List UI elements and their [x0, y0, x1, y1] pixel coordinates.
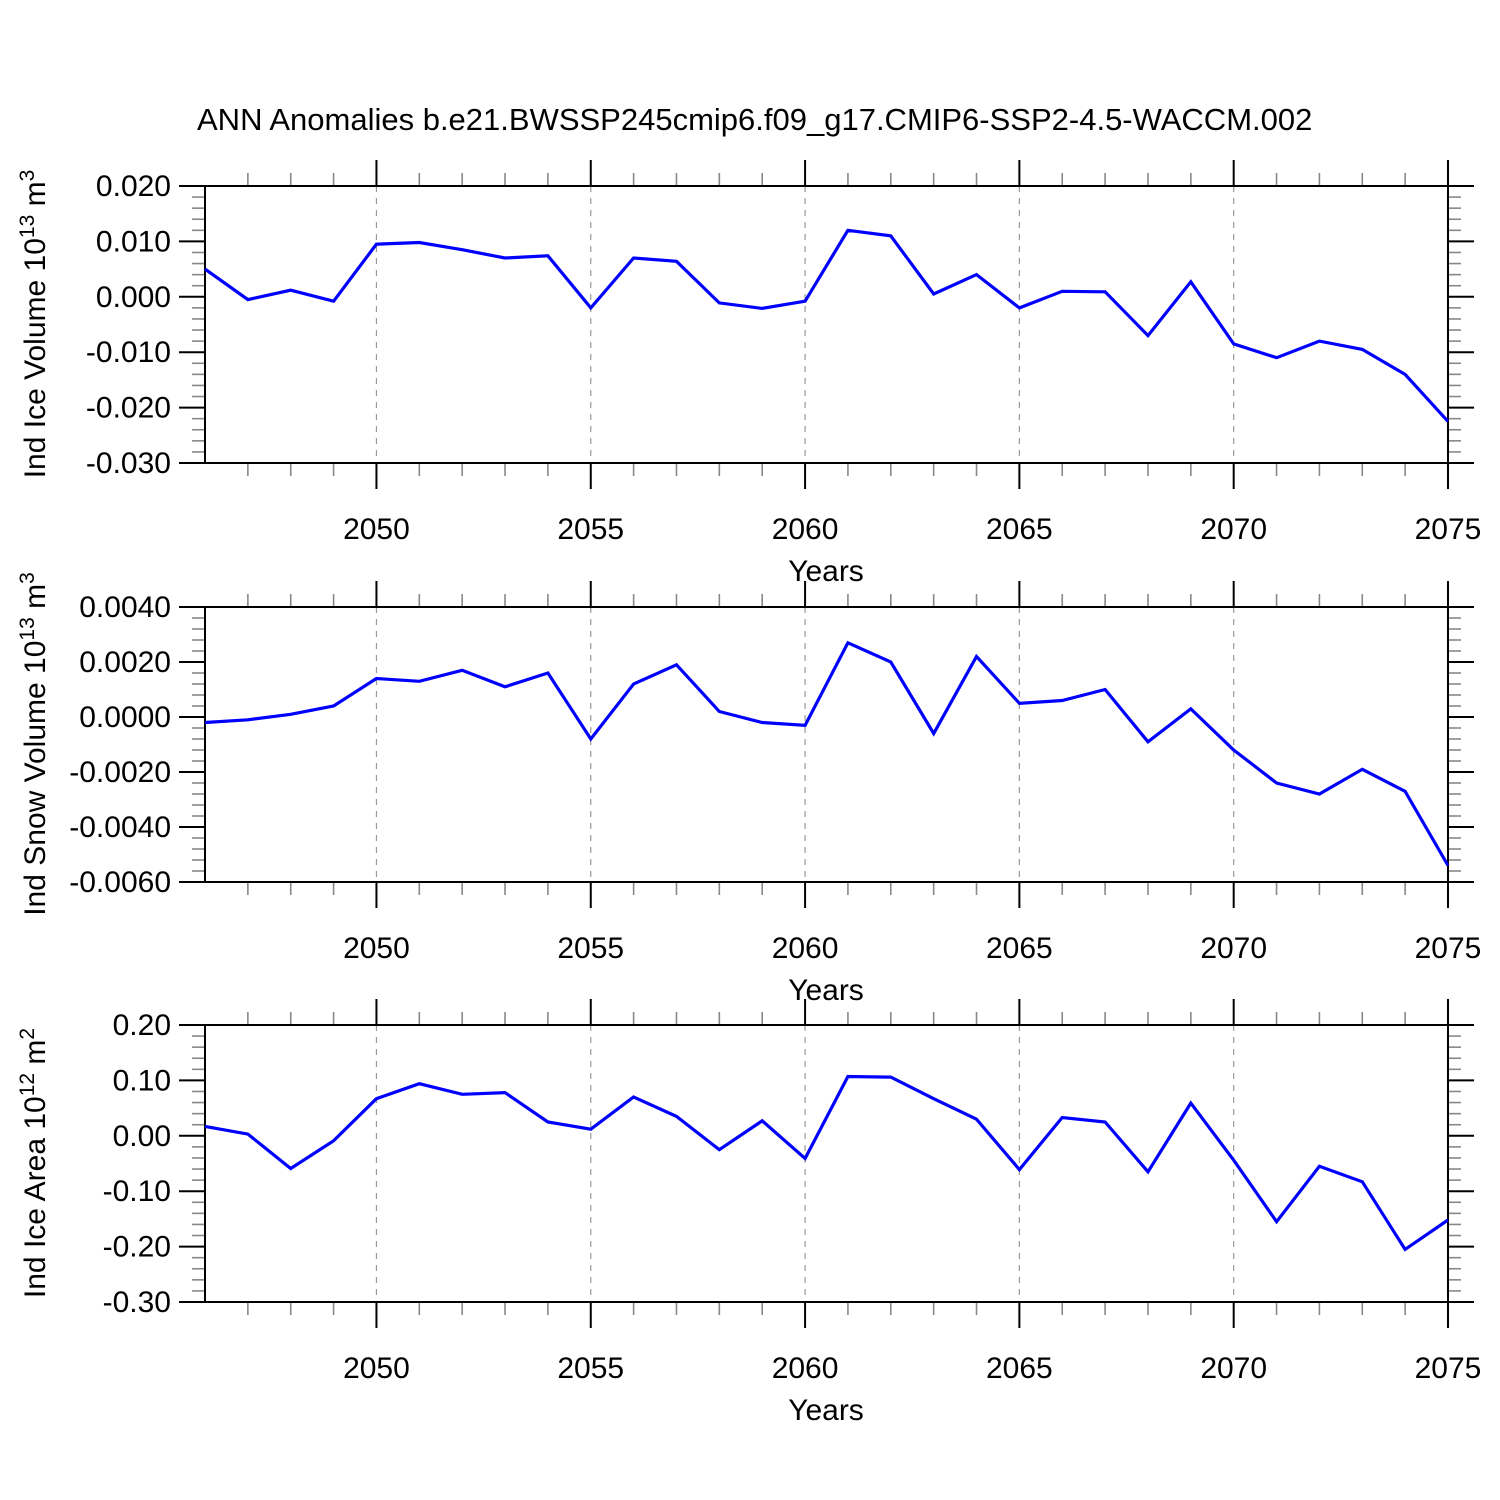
x-tick-label: 2075	[1415, 1352, 1482, 1385]
y-axis-title-unit-exponent: 2	[16, 1027, 39, 1040]
x-tick-label: 2060	[772, 513, 839, 546]
y-tick-label: 0.10	[113, 1064, 171, 1097]
plot-box	[204, 606, 1449, 883]
x-tick-label: 2050	[343, 1352, 410, 1385]
x-tick-label: 2070	[1200, 513, 1267, 546]
y-axis-title-unit: m	[19, 1039, 52, 1073]
y-tick-label: -0.020	[86, 392, 171, 425]
x-axis-title-chart1: Years	[788, 555, 864, 588]
x-tick-label: 2060	[772, 932, 839, 965]
x-tick-label: 2065	[986, 932, 1053, 965]
y-tick-label: 0.010	[96, 225, 171, 258]
y-axis-title-text: Ind Ice Area 10	[19, 1096, 52, 1299]
y-axis-title-unit: m	[19, 583, 52, 618]
x-tick-label: 2050	[343, 932, 410, 965]
y-axis-title-unit: m	[19, 181, 52, 215]
x-tick-label: 2065	[986, 1352, 1053, 1385]
x-axis-title-chart3: Years	[788, 1394, 864, 1427]
x-tick-label: 2065	[986, 513, 1053, 546]
x-tick-label: 2055	[557, 932, 624, 965]
ind-snow-volume-data-line	[204, 640, 1450, 867]
y-axis-title-exponent: 13	[16, 214, 39, 239]
plot-box	[204, 1024, 1449, 1303]
ind-ice-area-data-line	[204, 1074, 1449, 1252]
y-tick-label: -0.0040	[69, 811, 171, 844]
y-tick-label: -0.20	[103, 1231, 171, 1264]
y-tick-label: -0.0020	[69, 756, 171, 789]
y-tick-label: 0.20	[113, 1009, 171, 1042]
x-tick-label: 2050	[343, 513, 410, 546]
y-tick-label: 0.000	[96, 281, 171, 314]
y-tick-label: 0.0040	[79, 591, 171, 624]
y-tick-label: -0.10	[103, 1175, 171, 1208]
y-axis-title-text: Ind Snow Volume 10	[19, 640, 52, 916]
x-tick-label: 2075	[1415, 932, 1482, 965]
y-tick-label: -0.030	[86, 447, 171, 480]
x-tick-label: 2070	[1200, 932, 1267, 965]
y-tick-label: 0.0020	[79, 646, 171, 679]
y-axis-title-ice-area: Ind Ice Area 1012 m2	[16, 883, 56, 1443]
y-axis-title-unit-exponent: 3	[16, 169, 39, 182]
y-tick-label: -0.010	[86, 336, 171, 369]
x-axis-title-chart2: Years	[788, 974, 864, 1007]
ind-ice-volume-data-line	[204, 228, 1450, 423]
ind-ice-volume-plot: 2050 2055 2060 2065 2070 2075 0.020 0.010 0.000 -…	[86, 160, 1481, 546]
x-tick-label: 2055	[557, 1352, 624, 1385]
x-tick-label: 2060	[772, 1352, 839, 1385]
x-tick-label: 2070	[1200, 1352, 1267, 1385]
figure-title: ANN Anomalies b.e21.BWSSP245cmip6.f09_g1…	[197, 102, 1313, 137]
y-tick-label: 0.020	[96, 170, 171, 203]
y-tick-label: 0.00	[113, 1120, 171, 1153]
x-tick-label: 2075	[1415, 513, 1482, 546]
y-axis-title-exponent: 12	[16, 1072, 39, 1097]
ind-snow-volume-plot: 2050 2055 2060 2065 2070 2075 0.0040 0.0020 0.00…	[69, 581, 1481, 965]
y-tick-label: 0.0000	[79, 701, 171, 734]
y-axis-title-unit-exponent: 3	[16, 572, 39, 584]
y-tick-label: -0.30	[103, 1286, 171, 1319]
x-tick-label: 2055	[557, 513, 624, 546]
y-axis-title-exponent: 13	[16, 617, 39, 641]
ind-ice-area-plot: 2050 2055 2060 2065 2070 2075 0.20 0.10 0.00 -0.1…	[103, 999, 1482, 1385]
plot-box	[204, 185, 1449, 464]
y-tick-label: -0.0060	[69, 866, 171, 899]
y-axis-title-text: Ind Ice Volume 10	[19, 238, 52, 479]
